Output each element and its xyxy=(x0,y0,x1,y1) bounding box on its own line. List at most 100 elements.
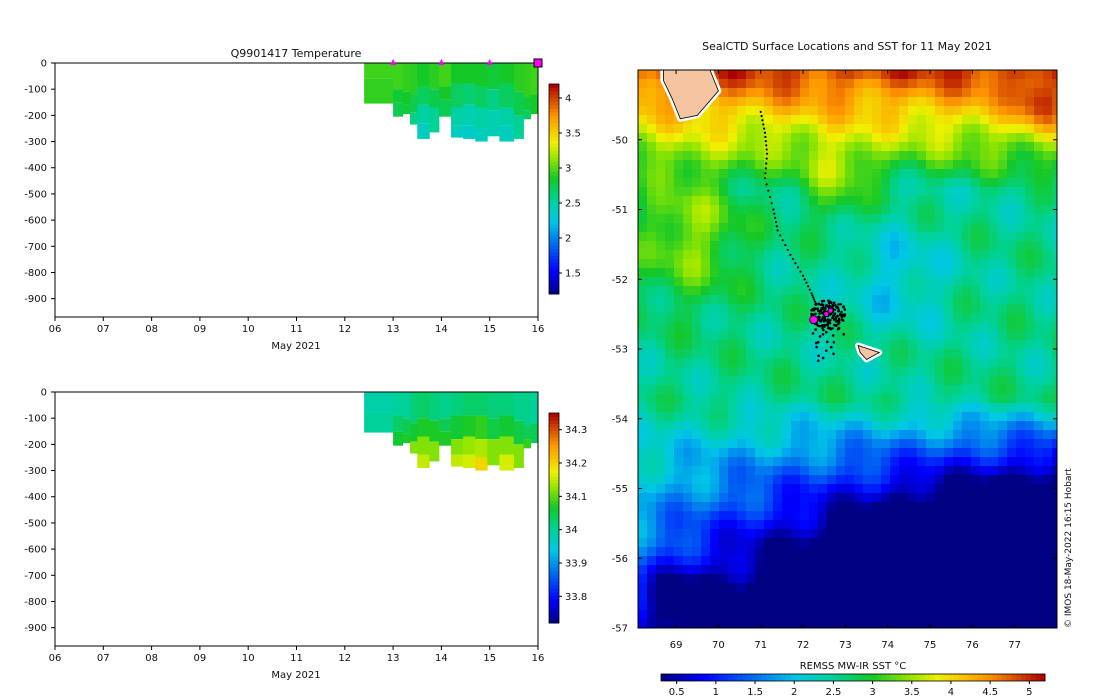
sst-cell xyxy=(899,619,909,628)
sst-cell xyxy=(665,547,675,557)
sst-cell xyxy=(1025,556,1035,566)
temp-colorbar-segment xyxy=(549,252,559,256)
sst-cell xyxy=(737,448,747,458)
sst-cell xyxy=(638,286,648,296)
sst-cell xyxy=(782,232,792,242)
map-overlay xyxy=(660,70,883,363)
sst-cell xyxy=(872,331,882,341)
sst-cell xyxy=(728,385,738,395)
sst-cell xyxy=(800,340,810,350)
sst-cell xyxy=(980,286,990,296)
sst-cell xyxy=(953,403,963,413)
sst-cell xyxy=(809,124,819,134)
sst-cell xyxy=(953,538,963,548)
sst-cell xyxy=(782,601,792,611)
sst-cell xyxy=(728,592,738,602)
sst-cell xyxy=(737,322,747,332)
sst-cell xyxy=(953,79,963,89)
sal-colorbar-segment xyxy=(549,486,559,491)
cluster-point xyxy=(827,319,831,323)
sst-cell xyxy=(854,70,864,80)
sst-cell xyxy=(809,97,819,107)
sst-cell xyxy=(944,124,954,134)
sst-cell xyxy=(854,115,864,125)
sst-cell xyxy=(836,133,846,143)
sal-colorbar-segment xyxy=(549,444,559,449)
sst-cell xyxy=(809,574,819,584)
sst-cell xyxy=(638,502,648,512)
sst-cell xyxy=(638,610,648,620)
sst-cell xyxy=(863,601,873,611)
sst-cell xyxy=(908,205,918,215)
sst-cell xyxy=(935,295,945,305)
sst-cell xyxy=(899,214,909,224)
sst-cell xyxy=(926,619,936,628)
sst-cell xyxy=(746,322,756,332)
sst-cell xyxy=(989,349,999,359)
sst-cell xyxy=(962,97,972,107)
sst-cell xyxy=(890,358,900,368)
sst-cell xyxy=(971,457,981,467)
sst-cell xyxy=(728,475,738,485)
sst-cell xyxy=(899,484,909,494)
sst-cell xyxy=(647,547,657,557)
sal-ytick-label: -700 xyxy=(24,571,47,582)
sst-cell xyxy=(890,484,900,494)
sst-cell xyxy=(1025,133,1035,143)
sst-cell xyxy=(926,448,936,458)
sst-cell xyxy=(1034,493,1044,503)
sst-cell xyxy=(1043,475,1053,485)
sst-cell xyxy=(1025,475,1035,485)
sst-cell xyxy=(845,466,855,476)
sst-cell xyxy=(917,547,927,557)
sst-cell xyxy=(863,196,873,206)
sst-cell xyxy=(962,124,972,134)
sst-cell xyxy=(971,403,981,413)
sst-cell xyxy=(746,223,756,233)
sst-cell xyxy=(944,304,954,314)
sst-cell xyxy=(773,79,783,89)
sst-cell xyxy=(791,97,801,107)
sst-cell xyxy=(899,502,909,512)
sst-cell xyxy=(908,187,918,197)
sst-cell xyxy=(845,97,855,107)
sst-cell xyxy=(935,421,945,431)
sst-cell xyxy=(917,619,927,628)
sst-cell xyxy=(881,574,891,584)
sst-cell xyxy=(818,403,828,413)
track-point xyxy=(812,298,816,301)
cluster-point xyxy=(816,307,819,310)
sst-cell xyxy=(809,475,819,485)
sst-cell xyxy=(998,358,1008,368)
sst-cell xyxy=(773,115,783,125)
sst-cell xyxy=(1016,538,1026,548)
sal-cell xyxy=(499,415,515,437)
profile-marker xyxy=(438,59,445,65)
sst-cell xyxy=(881,421,891,431)
sst-cell xyxy=(845,340,855,350)
temp-colorbar-segment xyxy=(549,283,559,288)
sst-cell xyxy=(692,565,702,575)
sst-cell xyxy=(872,556,882,566)
sst-cell xyxy=(989,583,999,593)
sst-cell xyxy=(944,376,954,386)
sst-cell xyxy=(989,538,999,548)
sst-cell xyxy=(872,79,882,89)
sst-cell xyxy=(755,421,765,431)
map-xtick-label: 72 xyxy=(797,640,810,651)
sst-cell xyxy=(845,592,855,602)
sst-cell xyxy=(1052,421,1057,431)
sst-cell xyxy=(863,223,873,233)
sst-cell xyxy=(791,439,801,449)
sst-cell xyxy=(1043,358,1053,368)
sst-cell xyxy=(683,295,693,305)
sst-cell xyxy=(926,232,936,242)
sst-cell xyxy=(917,70,927,80)
sal-cell xyxy=(487,418,500,440)
sst-cell xyxy=(737,394,747,404)
sst-cell xyxy=(818,106,828,116)
sst-cell xyxy=(872,241,882,251)
sst-cell xyxy=(737,331,747,341)
temp-colorbar-segment xyxy=(549,122,559,127)
sst-cell xyxy=(656,124,666,134)
